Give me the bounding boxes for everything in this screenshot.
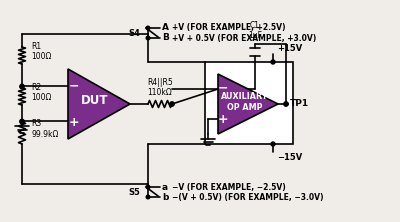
- Text: +V + 0.5V (FOR EXAMPLE, +3.0V): +V + 0.5V (FOR EXAMPLE, +3.0V): [172, 34, 316, 42]
- Polygon shape: [68, 69, 130, 139]
- Circle shape: [146, 185, 150, 189]
- Text: R1
100Ω: R1 100Ω: [31, 42, 51, 61]
- Text: +15V: +15V: [277, 44, 302, 53]
- Text: −(V + 0.5V) (FOR EXAMPLE, −3.0V): −(V + 0.5V) (FOR EXAMPLE, −3.0V): [172, 192, 324, 202]
- Text: A: A: [162, 24, 169, 32]
- Text: B: B: [162, 34, 169, 42]
- Text: −: −: [69, 79, 79, 92]
- Circle shape: [146, 26, 150, 30]
- Circle shape: [271, 60, 275, 64]
- Circle shape: [20, 84, 24, 89]
- Circle shape: [271, 142, 275, 146]
- Circle shape: [170, 102, 174, 106]
- Text: S4: S4: [128, 28, 140, 38]
- Text: R3
99.9kΩ: R3 99.9kΩ: [31, 119, 58, 139]
- Text: a: a: [162, 182, 168, 192]
- Text: −: −: [218, 82, 228, 95]
- Text: b: b: [162, 192, 168, 202]
- Text: +V (FOR EXAMPLE, +2.5V): +V (FOR EXAMPLE, +2.5V): [172, 24, 286, 32]
- Circle shape: [20, 119, 24, 124]
- Text: R2
100Ω: R2 100Ω: [31, 83, 51, 102]
- Text: C1
1μF: C1 1μF: [248, 21, 262, 40]
- Text: +: +: [69, 116, 79, 129]
- Polygon shape: [218, 74, 278, 134]
- Text: S5: S5: [128, 188, 140, 196]
- Text: −V (FOR EXAMPLE, −2.5V): −V (FOR EXAMPLE, −2.5V): [172, 182, 286, 192]
- Text: −15V: −15V: [277, 153, 302, 162]
- Bar: [205, 62, 293, 144]
- Text: DUT: DUT: [81, 93, 109, 107]
- Circle shape: [146, 195, 150, 199]
- Text: R4||R5
110kΩ: R4||R5 110kΩ: [147, 78, 173, 97]
- Circle shape: [284, 102, 288, 106]
- Circle shape: [146, 36, 150, 40]
- Text: +: +: [218, 113, 228, 126]
- Text: AUXILIARY
OP AMP: AUXILIARY OP AMP: [221, 92, 269, 112]
- Text: TP1: TP1: [290, 99, 309, 109]
